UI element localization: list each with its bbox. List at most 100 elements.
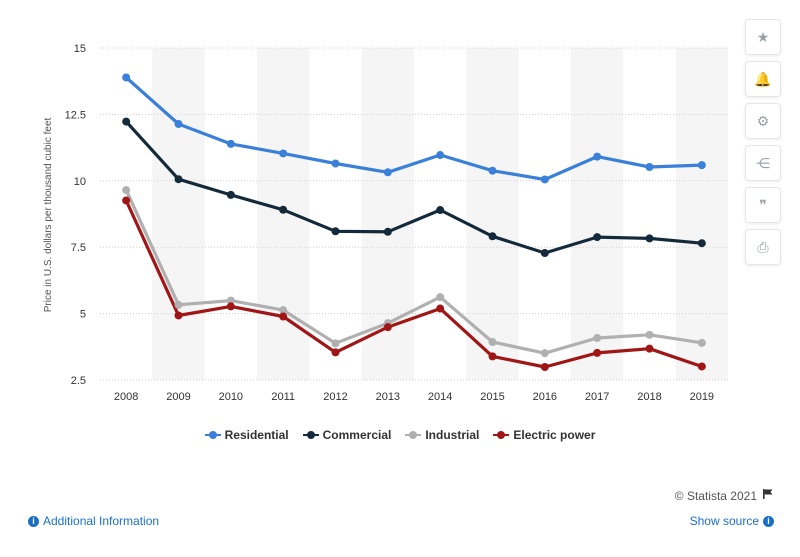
data-point-commercial[interactable] [697,239,706,248]
data-point-commercial[interactable] [593,233,602,242]
data-point-electric-power[interactable] [540,362,549,371]
data-point-industrial[interactable] [645,330,654,339]
data-point-commercial[interactable] [174,175,183,184]
quote-button[interactable]: ❞ [745,187,781,223]
additional-information-link[interactable]: i Additional Information [28,514,159,528]
data-point-industrial[interactable] [174,300,183,309]
data-point-industrial[interactable] [488,338,497,347]
flag-icon [762,488,774,503]
data-point-electric-power[interactable] [279,312,288,321]
x-tick-label: 2010 [219,391,243,403]
data-point-residential[interactable] [593,152,602,161]
legend: Residential Commercial Industrial Electric … [0,428,800,442]
data-point-commercial[interactable] [226,190,235,199]
data-point-residential[interactable] [697,161,706,170]
data-point-electric-power[interactable] [488,352,497,361]
data-point-residential[interactable] [645,162,654,171]
x-tick-label: 2008 [114,391,138,403]
data-point-commercial[interactable] [331,227,340,236]
x-tick-label: 2015 [480,391,504,403]
data-point-commercial[interactable] [540,249,549,258]
data-point-electric-power[interactable] [436,304,445,313]
gear-icon: ⚙ [756,112,770,129]
quote-icon: ❞ [759,196,767,213]
star-button[interactable]: ★ [745,19,781,55]
alternating-bands [152,48,728,380]
data-point-industrial[interactable] [436,293,445,302]
toolbar-sidebar: ★ 🔔 ⚙ ⋲ ❞ ⎙ [745,19,781,265]
data-point-residential[interactable] [279,149,288,158]
legend-item-residential[interactable]: Residential [204,428,289,442]
series-line-residential [125,76,702,182]
data-point-electric-power[interactable] [645,344,654,353]
y-tick-label: 10 [74,176,86,188]
legend-item-electric-power[interactable]: Electric power [493,428,595,442]
data-point-industrial[interactable] [593,334,602,343]
y-tick-label: 12.5 [65,109,86,121]
column-band [571,48,624,380]
data-point-residential[interactable] [174,119,183,128]
data-point-residential[interactable] [436,151,445,160]
data-point-electric-power[interactable] [593,348,602,357]
data-point-electric-power[interactable] [226,302,235,311]
data-point-commercial[interactable] [383,227,392,236]
x-tick-label: 2013 [376,391,400,403]
share-button[interactable]: ⋲ [745,145,781,181]
x-tick-label: 2012 [323,391,347,403]
x-tick-label: 2019 [690,391,714,403]
data-point-residential[interactable] [226,139,235,148]
data-point-residential[interactable] [540,175,549,184]
series-line-electric-power [124,199,703,369]
data-point-residential[interactable] [488,166,497,175]
x-tick-label: 2011 [271,391,295,403]
legend-item-industrial[interactable]: Industrial [405,428,479,442]
data-point-commercial[interactable] [645,234,654,243]
x-tick-label: 2018 [637,391,661,403]
data-point-commercial[interactable] [488,232,497,241]
data-point-industrial[interactable] [122,186,131,195]
gear-button[interactable]: ⚙ [745,103,781,139]
data-point-commercial[interactable] [436,206,445,215]
print-button[interactable]: ⎙ [745,229,781,265]
data-point-residential[interactable] [383,168,392,177]
star-icon: ★ [756,28,770,45]
share-icon: ⋲ [756,154,770,171]
show-source-link[interactable]: Show source i [690,514,774,528]
data-point-commercial[interactable] [279,205,288,214]
column-band [257,48,310,380]
x-tick-label: 2014 [428,391,452,403]
y-tick-label: 7.5 [71,242,86,254]
y-tick-label: 5 [80,309,86,321]
print-icon: ⎙ [757,238,769,255]
data-point-residential[interactable] [122,73,131,82]
data-point-electric-power[interactable] [122,196,131,205]
x-tick-label: 2017 [585,391,609,403]
data-point-electric-power[interactable] [174,311,183,320]
credit-text: © Statista 2021 [674,488,757,503]
bell-button[interactable]: 🔔 [745,61,781,97]
data-point-industrial[interactable] [697,338,706,347]
statista-credit: © Statista 2021 [675,488,774,503]
data-point-industrial[interactable] [331,339,340,348]
data-point-electric-power[interactable] [331,348,340,357]
additional-information-label: Additional Information [43,514,160,528]
column-band [675,48,728,380]
data-point-industrial[interactable] [226,296,235,305]
data-point-industrial[interactable] [279,306,288,315]
legend-label: Residential [224,428,289,442]
column-band [466,48,519,380]
data-point-electric-power[interactable] [697,362,706,371]
y-tick-label: 15 [74,43,86,55]
data-point-commercial[interactable] [122,117,131,126]
series-points [122,73,706,371]
legend-item-commercial[interactable]: Commercial [302,428,391,442]
data-point-residential[interactable] [331,159,340,168]
legend-label: Industrial [425,428,480,442]
series-line-industrial [124,189,703,355]
data-point-industrial[interactable] [540,349,549,358]
x-tick-label: 2009 [166,391,190,403]
data-point-electric-power[interactable] [383,323,392,332]
y-axis-ticks: 2.5 5 7.5 10 12.5 15 [65,43,86,387]
